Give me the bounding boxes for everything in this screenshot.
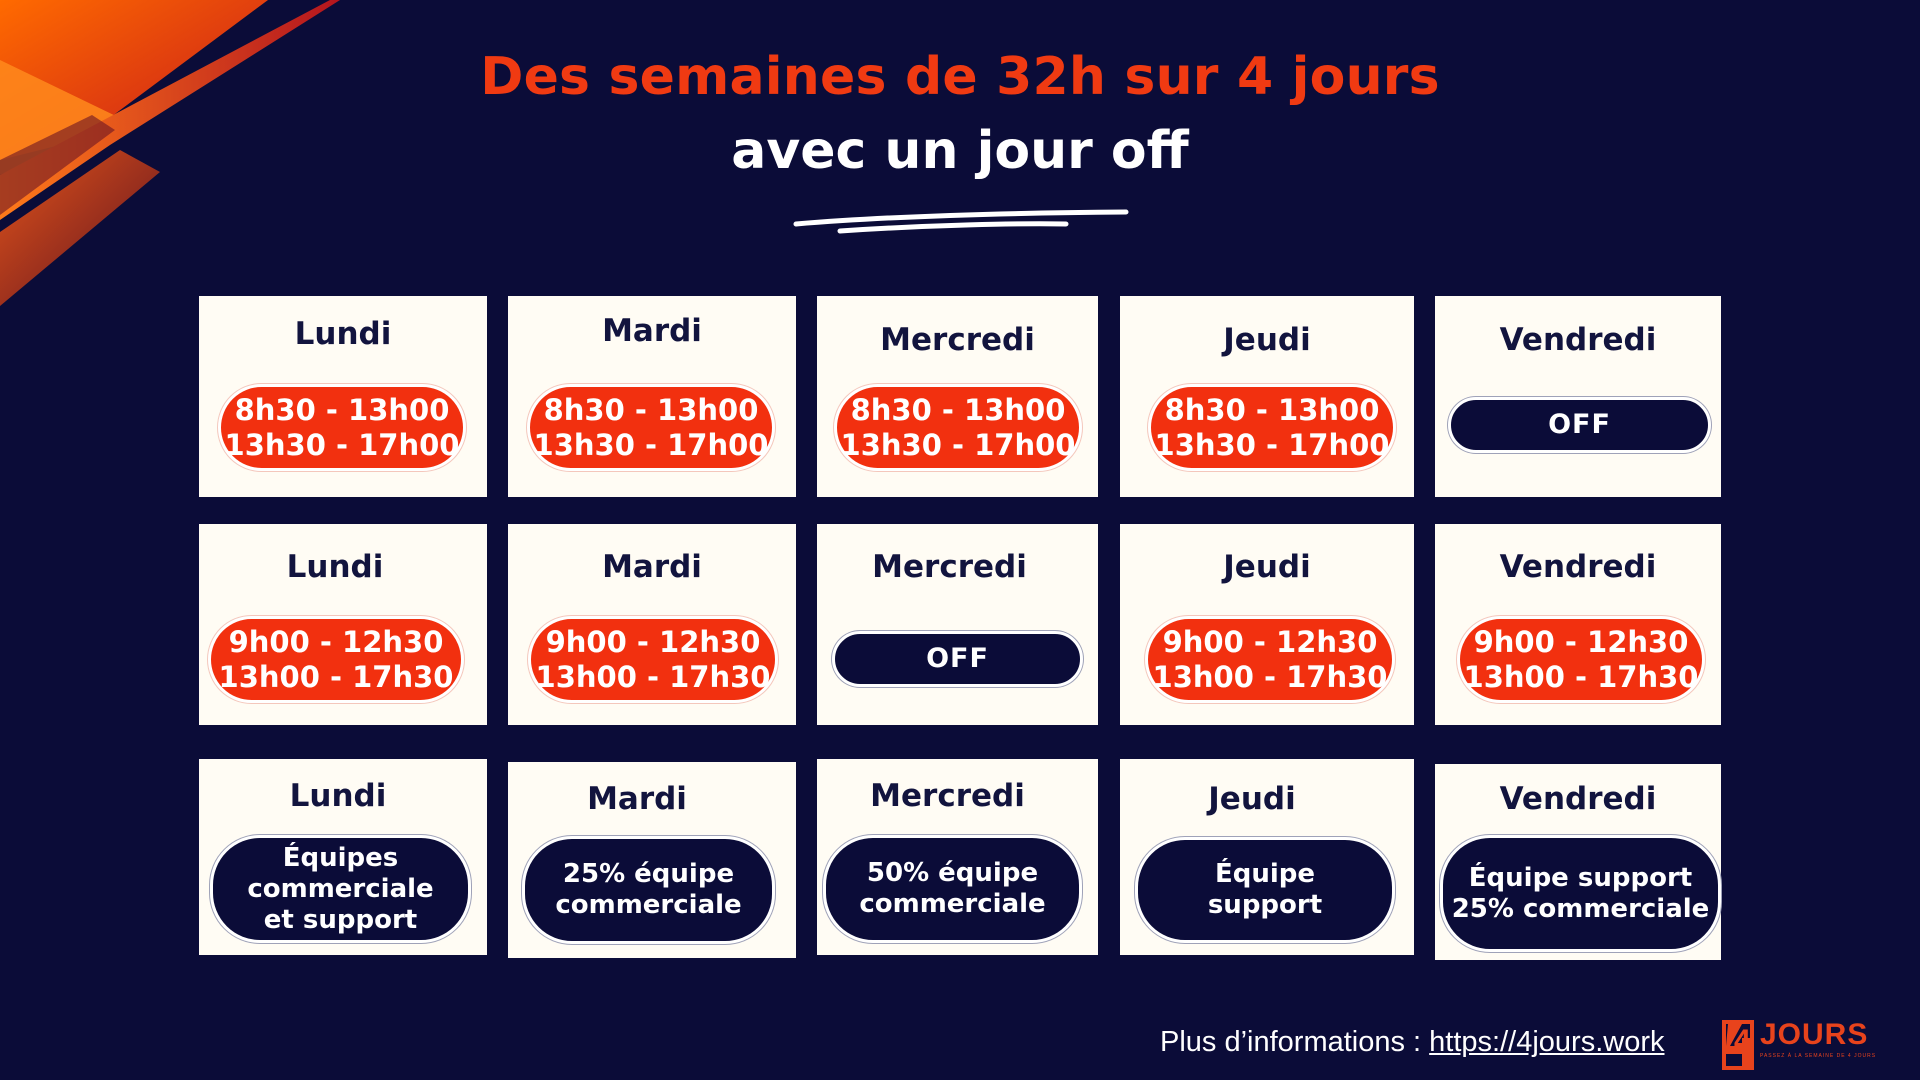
day-label: Vendredi <box>1499 781 1657 817</box>
card-row1-jeudi: Jeudi 8h30 - 13h00 13h30 - 17h00 <box>1120 296 1414 497</box>
4jours-logo: 4 JOURS PASSEZ À LA SEMAINE DE 4 JOURS <box>1722 1014 1882 1074</box>
team-pill: Équipes commerciale et support <box>210 835 471 943</box>
corner-stripes-decoration <box>0 0 340 306</box>
footer-info: Plus d’informations : https://4jours.wor… <box>1160 1024 1665 1060</box>
day-label: Mercredi <box>880 322 1035 358</box>
day-label: Lundi <box>289 778 387 814</box>
hours-afternoon: 13h30 - 17h00 <box>840 427 1076 462</box>
off-label: OFF <box>926 643 989 674</box>
off-label: OFF <box>1548 409 1611 440</box>
card-row1-lundi: Lundi 8h30 - 13h00 13h30 - 17h00 <box>199 296 487 497</box>
hours-afternoon: 13h30 - 17h00 <box>1154 427 1390 462</box>
day-label: Mardi <box>602 549 702 585</box>
footer-link[interactable]: https://4jours.work <box>1429 1026 1665 1058</box>
card-row1-vendredi: Vendredi OFF <box>1435 296 1721 497</box>
team-line-2: 25% commerciale <box>1451 893 1710 924</box>
hours-morning: 8h30 - 13h00 <box>1164 392 1380 427</box>
team-line-2: commerciale <box>859 889 1046 919</box>
day-label: Jeudi <box>1223 322 1311 358</box>
card-row2-mardi: Mardi 9h00 - 12h30 13h00 - 17h30 <box>508 524 796 725</box>
card-row3-vendredi: Vendredi Équipe support 25% commerciale <box>1435 764 1721 960</box>
off-pill: OFF <box>832 631 1083 687</box>
brush-underline <box>793 209 1129 234</box>
hours-pill: 9h00 - 12h30 13h00 - 17h30 <box>1457 616 1705 703</box>
card-row3-lundi: Lundi Équipes commerciale et support <box>199 759 487 955</box>
hours-morning: 8h30 - 13h00 <box>543 392 759 427</box>
hours-pill: 8h30 - 13h00 13h30 - 17h00 <box>527 384 775 471</box>
hours-morning: 9h00 - 12h30 <box>545 624 761 659</box>
card-row3-mercredi: Mercredi 50% équipe commerciale <box>817 759 1098 955</box>
hours-morning: 9h00 - 12h30 <box>1473 624 1689 659</box>
day-label: Mardi <box>587 781 687 817</box>
team-pill: 25% équipe commerciale <box>522 836 775 944</box>
footer-label: Plus d’informations : <box>1160 1026 1430 1058</box>
title-line-2: avec un jour off <box>731 121 1189 181</box>
team-line-2: commerciale <box>555 890 742 920</box>
hours-pill: 9h00 - 12h30 13h00 - 17h30 <box>1145 616 1395 703</box>
day-label: Lundi <box>294 316 392 352</box>
logo-tagline: PASSEZ À LA SEMAINE DE 4 JOURS <box>1760 1053 1877 1059</box>
hours-morning: 9h00 - 12h30 <box>1162 624 1378 659</box>
hours-afternoon: 13h00 - 17h30 <box>535 659 771 694</box>
hours-afternoon: 13h00 - 17h30 <box>1152 659 1388 694</box>
hours-pill: 9h00 - 12h30 13h00 - 17h30 <box>208 616 464 703</box>
hours-pill: 8h30 - 13h00 13h30 - 17h00 <box>218 384 466 471</box>
day-label: Lundi <box>286 549 384 585</box>
hours-morning: 9h00 - 12h30 <box>228 624 444 659</box>
off-pill: OFF <box>1448 397 1711 453</box>
day-label: Vendredi <box>1499 549 1657 585</box>
hours-afternoon: 13h00 - 17h30 <box>1463 659 1699 694</box>
team-line-1: Équipe support <box>1468 862 1693 893</box>
day-label: Mercredi <box>870 778 1025 814</box>
card-row2-jeudi: Jeudi 9h00 - 12h30 13h00 - 17h30 <box>1120 524 1414 725</box>
day-label: Mercredi <box>872 549 1027 585</box>
team-line-1: Équipes <box>282 842 399 873</box>
day-label: Jeudi <box>1223 549 1311 585</box>
card-row3-mardi: Mardi 25% équipe commerciale <box>508 762 796 958</box>
hours-afternoon: 13h00 - 17h30 <box>218 659 454 694</box>
team-line-3: et support <box>263 904 418 935</box>
card-row3-jeudi: Jeudi Équipe support <box>1120 759 1414 955</box>
day-label: Mardi <box>602 313 702 349</box>
4jours-logo-icon: 4 <box>1722 1020 1754 1070</box>
hours-pill: 8h30 - 13h00 13h30 - 17h00 <box>1148 384 1396 471</box>
card-row2-mercredi: Mercredi OFF <box>817 524 1098 725</box>
team-pill: 50% équipe commerciale <box>823 835 1082 943</box>
team-line-1: 50% équipe <box>866 858 1039 888</box>
hours-afternoon: 13h30 - 17h00 <box>224 427 460 462</box>
team-pill: Équipe support <box>1135 837 1395 943</box>
logo-mark: 4 <box>1734 1024 1751 1057</box>
hours-morning: 8h30 - 13h00 <box>234 392 450 427</box>
team-line-1: 25% équipe <box>562 859 735 889</box>
hours-pill: 8h30 - 13h00 13h30 - 17h00 <box>834 384 1082 471</box>
logo-word: JOURS <box>1760 1018 1869 1051</box>
team-line-2: commerciale <box>247 873 434 904</box>
hours-morning: 8h30 - 13h00 <box>850 392 1066 427</box>
day-label: Jeudi <box>1208 781 1296 817</box>
title-line-1: Des semaines de 32h sur 4 jours <box>480 47 1440 107</box>
card-row2-vendredi: Vendredi 9h00 - 12h30 13h00 - 17h30 <box>1435 524 1721 725</box>
card-row1-mercredi: Mercredi 8h30 - 13h00 13h30 - 17h00 <box>817 296 1098 497</box>
hours-pill: 9h00 - 12h30 13h00 - 17h30 <box>528 616 778 703</box>
card-row2-lundi: Lundi 9h00 - 12h30 13h00 - 17h30 <box>199 524 487 725</box>
hours-afternoon: 13h30 - 17h00 <box>533 427 769 462</box>
day-label: Vendredi <box>1499 322 1657 358</box>
team-pill: Équipe support 25% commerciale <box>1440 835 1721 952</box>
team-line-1: Équipe <box>1214 859 1316 889</box>
card-row1-mardi: Mardi 8h30 - 13h00 13h30 - 17h00 <box>508 296 796 497</box>
team-line-2: support <box>1207 890 1323 920</box>
